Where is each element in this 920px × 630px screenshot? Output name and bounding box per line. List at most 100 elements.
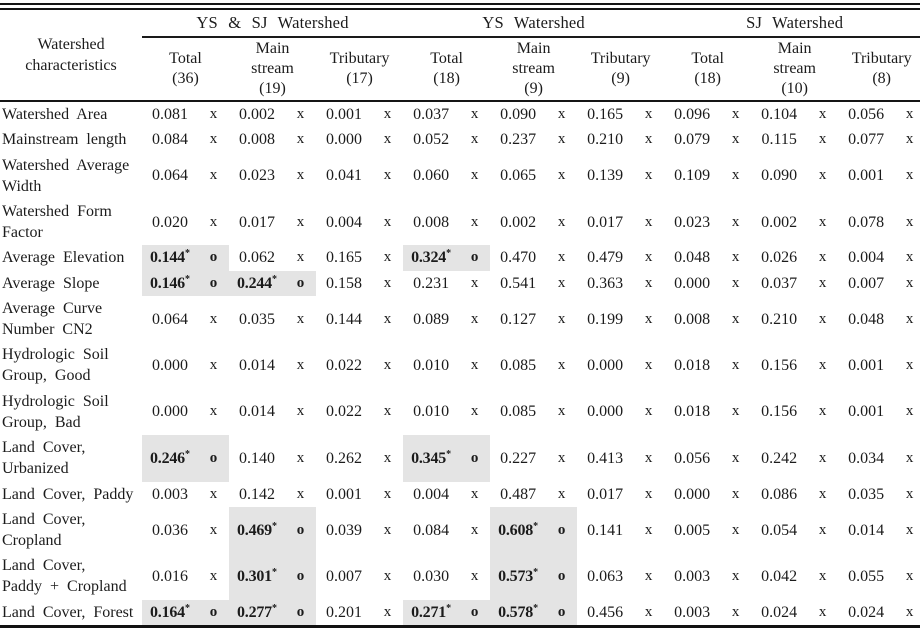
mark-cell: x (383, 485, 392, 502)
mark-cell: x (818, 310, 827, 327)
column-header: Total (18) (691, 50, 724, 87)
value-cell: 0.003 (152, 485, 188, 503)
value-cell: 0.109 (674, 167, 711, 185)
value-cell: 0.363 (587, 274, 624, 292)
value-cell: 0.020 (152, 213, 188, 231)
mark-cell: x (731, 274, 740, 291)
mark-cell: x (905, 274, 914, 291)
value-cell: 0.037 (413, 106, 450, 124)
table-row: Mainstream length 0.084 x 0.008 x 0.000 x 0.052… (0, 127, 920, 152)
table-row: Average Slope 0.146* o 0.244* o 0.158 x 0.231 x 0… (0, 270, 920, 296)
mark-cell: x (383, 521, 392, 538)
mark-cell: x (209, 167, 218, 184)
value-cell: 0.156 (761, 356, 798, 374)
value-cell: 0.024 (848, 603, 885, 621)
value-cell: 0.048 (674, 249, 711, 267)
value-cell: 0.244* (229, 270, 285, 296)
value-cell: 0.127 (500, 310, 537, 328)
significance-asterisk: * (272, 520, 277, 532)
row-label: Average Curve Number CN2 (2, 300, 103, 339)
value-cell: 0.089 (413, 310, 450, 328)
value-cell: 0.002 (239, 106, 275, 124)
value-cell: 0.324* (403, 245, 460, 271)
mark-cell: o (459, 435, 491, 482)
column-header: Tributary (17) (329, 50, 390, 87)
table-row: Watershed Average Width 0.064 x 0.023 x 0.041… (0, 152, 920, 198)
value-cell: 0.164* (142, 599, 198, 627)
value-cell: 0.039 (326, 521, 362, 539)
row-label: Land Cover, Forest (2, 603, 134, 621)
mark-cell: x (731, 167, 740, 184)
mark-cell: x (905, 106, 914, 123)
value-cell: 0.062 (239, 249, 275, 267)
value-cell: 0.052 (413, 131, 450, 149)
table-row: Land Cover, Paddy 0.003 x 0.142 x 0.001 x 0.004… (0, 482, 920, 507)
significance-asterisk: * (272, 566, 277, 578)
row-label: Watershed Form Factor (2, 203, 112, 242)
row-label: Watershed Average Width (2, 156, 130, 195)
mark-cell: x (557, 310, 566, 327)
mark-cell: x (209, 310, 218, 327)
mark-cell: x (644, 485, 653, 502)
value-cell: 0.036 (152, 521, 188, 539)
value-cell: 0.002 (500, 213, 537, 231)
corner-header: Watershed characteristics (25, 36, 117, 74)
value-cell: 0.055 (848, 567, 885, 585)
mark-cell: x (383, 310, 392, 327)
value-cell: 0.000 (152, 403, 188, 421)
mark-cell: x (209, 403, 218, 420)
mark-cell: x (644, 167, 653, 184)
value-cell: 0.199 (587, 310, 624, 328)
mark-cell: x (209, 213, 218, 230)
table-row: Land Cover, Forest 0.164* o 0.277* o 0.201 x 0.… (0, 599, 920, 627)
mark-cell: x (383, 567, 392, 584)
mark-cell: x (209, 356, 218, 373)
value-cell: 0.004 (848, 249, 885, 267)
value-cell: 0.573* (490, 553, 547, 600)
mark-cell: o (285, 270, 316, 296)
mark-cell: x (209, 567, 218, 584)
mark-cell: x (905, 603, 914, 620)
mark-cell: x (731, 249, 740, 266)
table-row: Average Elevation 0.144* o 0.062 x 0.165 x 0.32… (0, 245, 920, 271)
value-cell: 0.084 (152, 131, 188, 149)
value-cell: 0.077 (848, 131, 885, 149)
value-cell: 0.479 (587, 249, 624, 267)
value-cell: 0.026 (761, 249, 798, 267)
value-cell: 0.017 (587, 485, 624, 503)
mark-cell: x (905, 521, 914, 538)
mark-cell: x (644, 131, 653, 148)
mark-cell: o (198, 599, 229, 627)
mark-cell: x (557, 356, 566, 373)
correlation-table: Watershed characteristics YS & SJ Waters… (0, 10, 920, 628)
significance-asterisk: * (185, 273, 190, 285)
value-cell: 0.227 (500, 449, 537, 467)
value-cell: 0.487 (500, 485, 537, 503)
value-cell: 0.008 (674, 310, 711, 328)
value-cell: 0.024 (761, 603, 798, 621)
mark-cell: x (731, 603, 740, 620)
significance-asterisk: * (185, 602, 190, 614)
mark-cell: x (905, 310, 914, 327)
mark-cell: x (905, 356, 914, 373)
significance-asterisk: * (533, 602, 539, 614)
mark-cell: x (557, 249, 566, 266)
value-cell: 0.037 (761, 274, 798, 292)
significance-asterisk: * (272, 273, 277, 285)
value-cell: 0.001 (848, 167, 885, 185)
mark-cell: x (644, 213, 653, 230)
value-cell: 0.090 (761, 167, 798, 185)
value-cell: 0.301* (229, 553, 285, 600)
mark-cell: x (644, 356, 653, 373)
group-header: SJ Watershed (664, 10, 920, 38)
row-label: Average Slope (2, 274, 100, 292)
mark-cell: x (905, 249, 914, 266)
mark-cell: x (818, 603, 827, 620)
mark-cell: x (383, 274, 392, 291)
value-cell: 0.010 (413, 403, 450, 421)
group-header-row: Watershed characteristics YS & SJ Waters… (0, 10, 920, 74)
row-label: Hydrologic Soil Group, Good (2, 346, 109, 385)
value-cell: 0.271* (403, 599, 460, 627)
top-rule (0, 3, 920, 10)
value-cell: 0.262 (326, 449, 362, 467)
